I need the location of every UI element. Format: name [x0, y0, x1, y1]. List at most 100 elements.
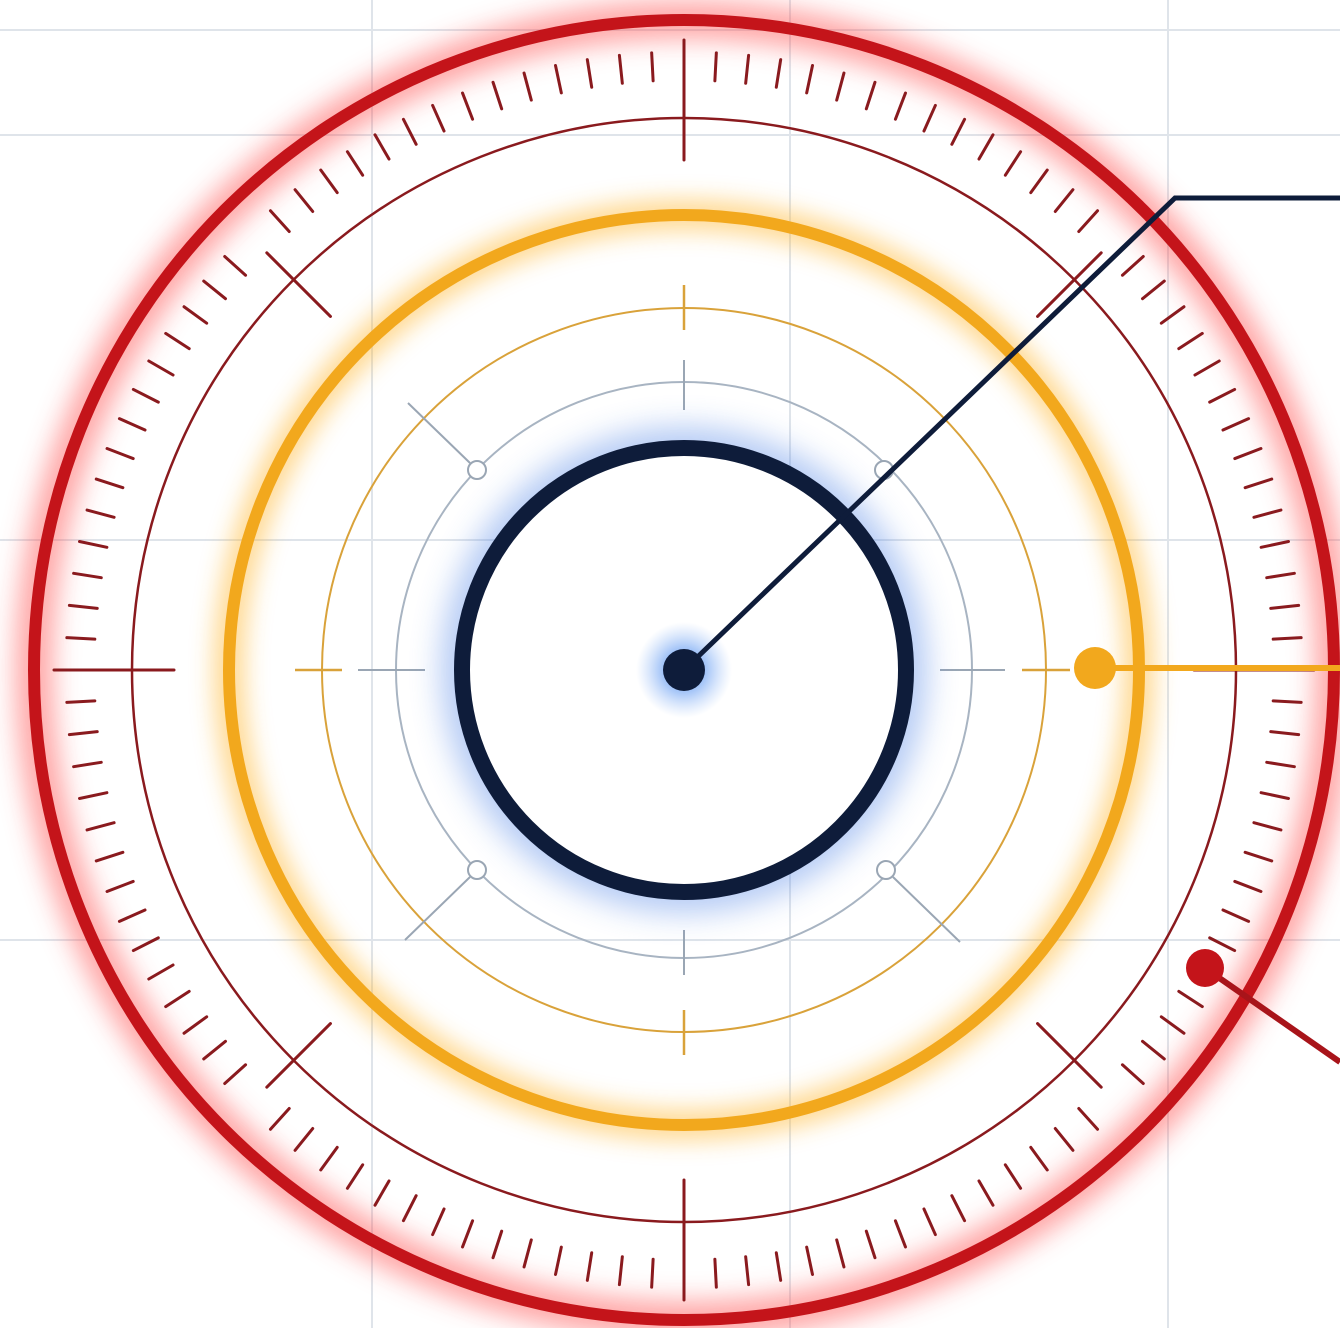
minor-tick — [373, 1179, 391, 1207]
minor-tick — [1208, 387, 1237, 404]
minor-tick — [268, 209, 291, 234]
minor-tick — [182, 1015, 209, 1035]
minor-tick — [1271, 699, 1303, 704]
navy-pointer — [682, 195, 1340, 672]
diagonal-mark — [404, 876, 471, 941]
minor-tick — [1233, 879, 1263, 893]
minor-tick — [65, 636, 97, 641]
minor-tick — [223, 254, 248, 277]
minor-tick — [1269, 603, 1301, 610]
minor-tick — [94, 850, 125, 863]
minor-tick — [864, 1229, 877, 1260]
minor-tick — [1265, 571, 1296, 580]
minor-tick — [650, 51, 655, 83]
minor-tick — [67, 603, 99, 610]
minor-tick — [293, 188, 315, 213]
minor-tick — [744, 1255, 751, 1287]
node — [467, 860, 487, 880]
major-tick — [1036, 1022, 1103, 1089]
minor-tick — [319, 168, 339, 195]
minor-tick — [293, 1127, 315, 1152]
minor-tick — [1120, 1063, 1145, 1086]
minor-tick — [1252, 508, 1283, 519]
minor-tick — [650, 1257, 655, 1289]
minor-tick — [922, 1207, 937, 1237]
minor-tick — [202, 1039, 227, 1061]
minor-tick — [950, 1194, 967, 1223]
minor-tick — [164, 331, 191, 351]
crosshair-gray — [358, 360, 1005, 975]
minor-tick — [78, 540, 109, 549]
minor-tick — [491, 80, 504, 111]
minor-tick — [522, 1238, 533, 1269]
orange-dot — [1074, 647, 1116, 689]
major-tick — [1036, 251, 1103, 318]
minor-tick — [554, 1245, 563, 1276]
minor-tick — [585, 58, 594, 89]
minor-tick — [431, 103, 446, 133]
minor-tick — [147, 359, 175, 377]
center-dot — [663, 649, 705, 691]
minor-tick — [1243, 850, 1274, 863]
minor-tick — [835, 71, 846, 102]
minor-tick — [617, 1255, 624, 1287]
minor-tick — [1141, 279, 1166, 301]
minor-tick — [85, 821, 116, 832]
minor-tick — [617, 53, 624, 85]
minor-tick — [94, 477, 125, 490]
minor-tick — [805, 1245, 814, 1276]
minor-tick — [182, 305, 209, 325]
minor-tick — [554, 64, 563, 95]
minor-tick — [202, 279, 227, 301]
minor-tick — [1259, 540, 1290, 549]
minor-tick — [319, 1145, 339, 1172]
minor-tick — [105, 447, 135, 461]
minor-tick — [1265, 760, 1296, 769]
minor-tick — [522, 71, 533, 102]
minor-tick — [713, 51, 718, 83]
minor-tick — [164, 989, 191, 1009]
minor-tick — [1003, 150, 1023, 177]
minor-tick — [585, 1251, 594, 1282]
minor-tick — [1077, 209, 1100, 234]
major-tick — [265, 251, 332, 318]
minor-tick — [1077, 1106, 1100, 1131]
scale-ticks — [52, 38, 1316, 1302]
minor-tick — [1243, 477, 1274, 490]
minor-tick — [744, 53, 751, 85]
minor-tick — [1159, 305, 1186, 325]
minor-tick — [491, 1229, 504, 1260]
minor-tick — [1159, 1015, 1186, 1035]
minor-tick — [835, 1238, 846, 1269]
minor-tick — [461, 1219, 475, 1249]
minor-tick — [131, 387, 160, 404]
minor-tick — [977, 1179, 995, 1207]
minor-tick — [1053, 1127, 1075, 1152]
minor-tick — [774, 58, 783, 89]
crosshair-orange — [295, 285, 1070, 1055]
minor-tick — [1177, 989, 1204, 1009]
minor-tick — [1221, 908, 1251, 923]
minor-tick — [78, 791, 109, 800]
minor-tick — [805, 64, 814, 95]
minor-tick — [373, 133, 391, 161]
red-dot — [1186, 949, 1224, 987]
minor-tick — [72, 571, 103, 580]
minor-tick — [1259, 791, 1290, 800]
minor-tick — [1120, 254, 1145, 277]
minor-tick — [67, 730, 99, 737]
minor-tick — [774, 1251, 783, 1282]
minor-tick — [401, 1194, 418, 1223]
minor-tick — [1269, 730, 1301, 737]
minor-tick — [1271, 636, 1303, 641]
minor-tick — [1003, 1163, 1023, 1190]
minor-tick — [223, 1063, 248, 1086]
minor-tick — [713, 1257, 718, 1289]
minor-tick — [268, 1106, 291, 1131]
minor-tick — [1208, 936, 1237, 953]
minor-tick — [950, 117, 967, 146]
minor-tick — [461, 91, 475, 121]
minor-tick — [1177, 331, 1204, 351]
